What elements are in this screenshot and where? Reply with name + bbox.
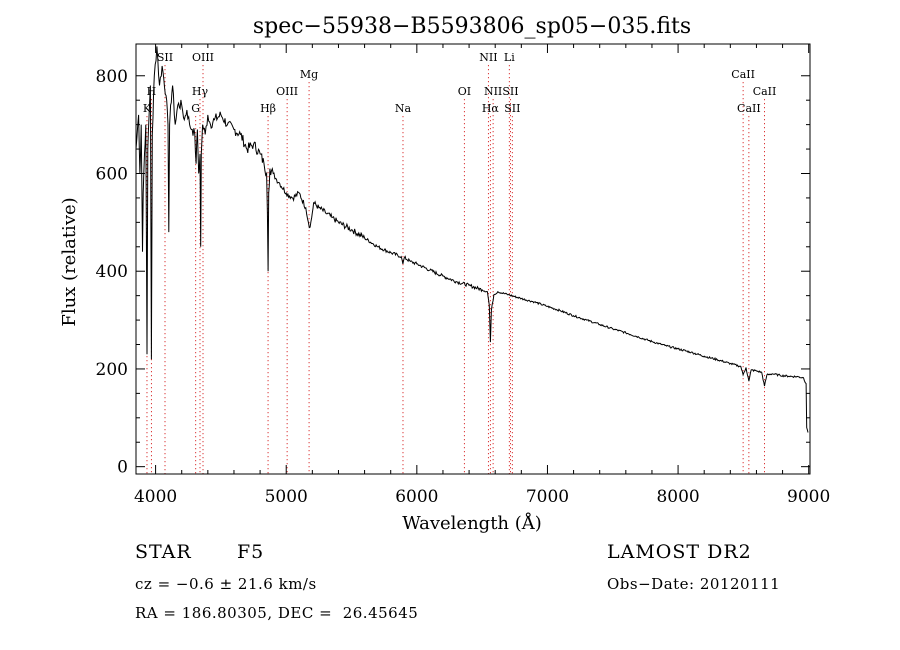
x-tick-label-3: 7000 — [526, 487, 569, 507]
emission-line-markers — [146, 65, 765, 474]
line-label-12: Li — [504, 51, 515, 64]
x-tick-label-2: 6000 — [395, 487, 438, 507]
y-axis-label: Flux (relative) — [59, 197, 80, 326]
line-label-13: NII — [484, 85, 502, 98]
line-label-4: OIII — [192, 51, 214, 64]
y-tick-label-1: 200 — [96, 360, 128, 380]
x-tick-label-5: 9000 — [787, 487, 830, 507]
line-label-11: NII — [479, 51, 497, 64]
y-tick-label-3: 600 — [96, 164, 128, 184]
flux-series-line — [135, 46, 809, 433]
line-label-8: Mg — [300, 68, 318, 81]
line-label-9: Na — [395, 102, 412, 115]
redshift-text: cz = −0.6 ± 21.6 km/s — [135, 575, 317, 593]
line-label-14: SII — [502, 85, 518, 98]
line-label-15: Hα — [482, 102, 500, 115]
chart-title: spec−55938−B5593806_sp05−035.fits — [253, 14, 691, 39]
line-label-19: CaII — [737, 102, 761, 115]
plot-frame — [135, 43, 811, 475]
coordinates-text: RA = 186.80305, DEC = 26.45645 — [135, 604, 419, 622]
line-label-17: CaII — [731, 68, 755, 81]
x-tick-label-4: 8000 — [656, 487, 699, 507]
x-tick-label-0: 4000 — [134, 487, 177, 507]
subclass: F5 — [237, 541, 265, 563]
line-label-16: SII — [504, 102, 520, 115]
y-tick-label-2: 400 — [96, 262, 128, 282]
line-label-5: Hγ — [192, 85, 209, 98]
x-tick-label-1: 5000 — [265, 487, 308, 507]
y-tick-label-4: 800 — [96, 67, 128, 87]
x-axis-ticks: 4000 5000 6000 7000 8000 9000 — [134, 44, 830, 507]
line-label-3: G — [191, 102, 200, 115]
line-label-6: Hβ — [260, 102, 276, 115]
observation-date: Obs−Date: 20120111 — [607, 575, 781, 593]
line-label-7: OIII — [276, 85, 298, 98]
line-label-2: SII — [157, 51, 173, 64]
spectrum-chart: spec−55938−B5593806_sp05−035.fits KH SII G… — [59, 14, 830, 534]
line-label-18: CaII — [753, 85, 777, 98]
line-label-1: H — [147, 85, 157, 98]
line-label-10: OI — [458, 85, 471, 98]
x-axis-label: Wavelength (Å) — [402, 512, 542, 534]
object-type: STAR — [135, 541, 192, 563]
y-tick-label-0: 0 — [117, 458, 128, 478]
line-label-0: K — [143, 102, 152, 115]
survey-name: LAMOST DR2 — [607, 541, 752, 563]
y-axis-ticks: 0 200 400 600 800 — [96, 67, 810, 478]
